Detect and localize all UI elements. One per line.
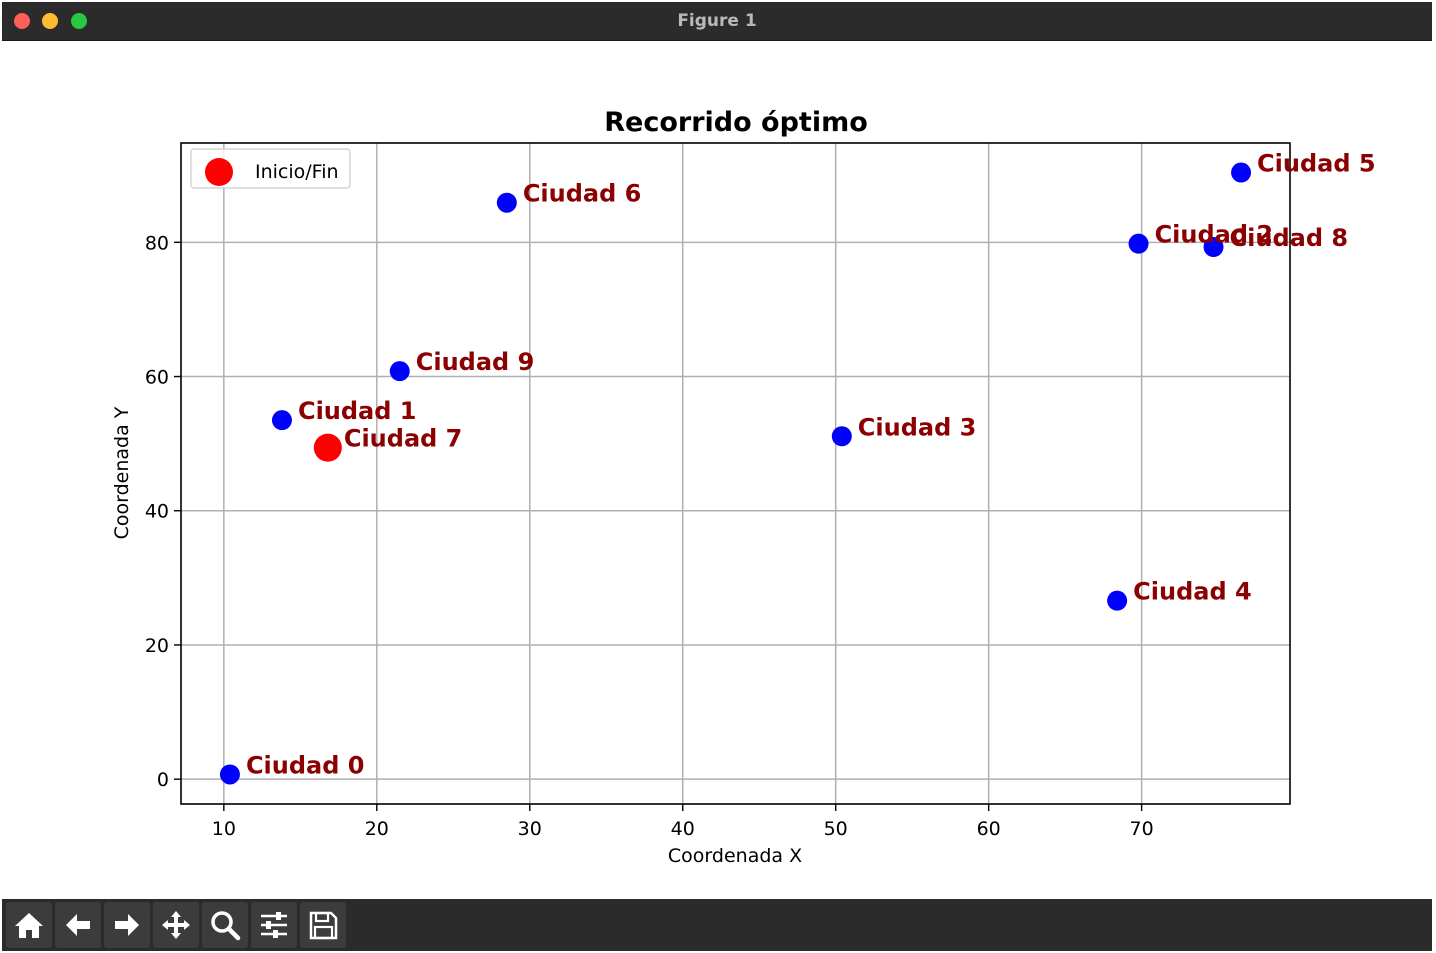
x-tick-label: 40 xyxy=(671,818,695,840)
legend-label-start: Inicio/Fin xyxy=(255,161,339,183)
city-point-marker xyxy=(1107,590,1128,611)
back-button[interactable] xyxy=(55,902,101,948)
y-tick-label: 80 xyxy=(145,232,169,254)
city-data-label: Ciudad 0 xyxy=(246,751,365,779)
city-data-label: Ciudad 9 xyxy=(416,348,535,376)
save-icon xyxy=(309,911,338,940)
city-data-label: Ciudad 7 xyxy=(344,425,463,453)
pan-icon xyxy=(162,911,190,939)
y-axis-label: Coordenada Y xyxy=(111,406,133,539)
x-tick-label: 30 xyxy=(518,818,542,840)
x-tick-label: 20 xyxy=(365,818,389,840)
minimize-window-button[interactable] xyxy=(42,13,58,29)
city-data-label: Ciudad 4 xyxy=(1133,578,1252,606)
close-window-button[interactable] xyxy=(14,13,30,29)
home-button[interactable] xyxy=(6,902,52,948)
x-tick-label: 10 xyxy=(212,818,236,840)
city-point-marker xyxy=(1203,237,1224,258)
start-point-marker xyxy=(313,433,342,462)
legend: Inicio/Fin xyxy=(190,148,351,189)
zoom-button[interactable] xyxy=(202,902,248,948)
back-arrow-icon xyxy=(66,914,90,936)
city-point-marker xyxy=(271,410,292,431)
city-data-label: Ciudad 5 xyxy=(1257,150,1376,178)
city-data-label: Ciudad 6 xyxy=(523,180,642,208)
city-data-label: Ciudad 2 xyxy=(1155,221,1274,249)
city-data-label: Ciudad 8 xyxy=(1230,224,1349,252)
y-tick-label: 20 xyxy=(145,635,169,657)
x-tick-label: 60 xyxy=(977,818,1001,840)
x-axis-label: Coordenada X xyxy=(668,845,802,867)
configure-subplots-button[interactable] xyxy=(251,902,297,948)
city-point-marker xyxy=(219,764,240,785)
window-title: Figure 1 xyxy=(677,11,757,31)
zoom-icon xyxy=(211,911,241,941)
plot-frame xyxy=(180,142,1291,805)
city-point-marker xyxy=(1231,162,1252,183)
city-data-label: Ciudad 3 xyxy=(858,413,977,441)
city-point-marker xyxy=(831,426,852,447)
forward-arrow-icon xyxy=(115,914,139,936)
city-point-marker xyxy=(1128,233,1149,254)
home-icon xyxy=(15,913,43,938)
configure-subplots-icon xyxy=(261,912,287,938)
title-bar: Figure 1 xyxy=(2,2,1432,41)
navigation-toolbar xyxy=(2,899,1432,951)
axis-ticks: 10 20 30 40 50 60 70 0 20 40 60 80 xyxy=(145,232,1154,840)
city-data-label: Ciudad 1 xyxy=(298,397,417,425)
city-point-marker xyxy=(496,192,517,213)
scatter-chart: Recorrido óptimo 10 20 30 40 50 60 70 0 20 40 60 80… xyxy=(111,107,1376,867)
y-tick-label: 0 xyxy=(157,769,169,791)
forward-button[interactable] xyxy=(104,902,150,948)
y-tick-label: 60 xyxy=(145,367,169,389)
city-point-marker xyxy=(389,361,410,382)
figure-canvas: Recorrido óptimo 10 20 30 40 50 60 70 0 20 40 60 80… xyxy=(0,41,1436,899)
pan-button[interactable] xyxy=(153,902,199,948)
legend-marker-start xyxy=(205,158,233,186)
grid-lines xyxy=(181,143,1290,804)
maximize-window-button[interactable] xyxy=(71,13,87,29)
chart-title: Recorrido óptimo xyxy=(604,107,868,138)
data-points: Ciudad 0 Ciudad 1 Ciudad 2 Ciudad 3 Ciudad 4… xyxy=(219,150,1376,785)
save-button[interactable] xyxy=(300,902,346,948)
y-tick-label: 40 xyxy=(145,501,169,523)
x-tick-label: 50 xyxy=(824,818,848,840)
x-tick-label: 70 xyxy=(1130,818,1154,840)
